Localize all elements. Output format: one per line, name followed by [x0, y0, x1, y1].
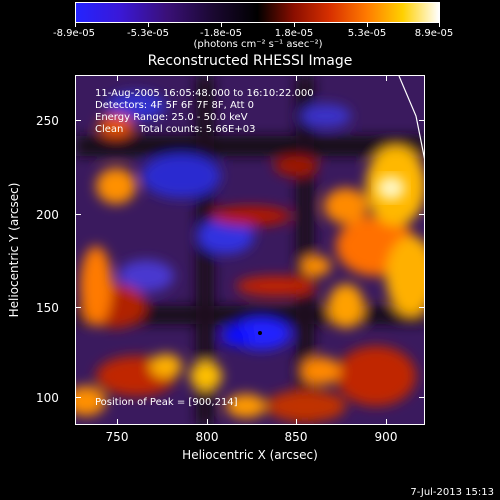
- y-tick: [419, 120, 425, 121]
- colorbar-tick: [221, 22, 222, 27]
- y-tick-label: 100: [36, 391, 59, 405]
- y-axis-label: Heliocentric Y (arcsec): [7, 182, 21, 318]
- y-tick: [75, 397, 81, 398]
- heatmap-image: [76, 76, 424, 424]
- colorbar-tick: [367, 22, 368, 27]
- time-range-text: 11-Aug-2005 16:05:48.000 to 16:10:22.000: [95, 88, 314, 99]
- colorbar-tick: [148, 22, 149, 27]
- y-tick-label: 200: [36, 208, 59, 222]
- image-plot: [75, 75, 425, 425]
- y-tick-label: 250: [36, 114, 59, 128]
- y-tick: [419, 307, 425, 308]
- colorbar-tick-label: 8.9e-05: [414, 28, 454, 39]
- x-tick: [207, 419, 208, 425]
- x-tick: [117, 75, 118, 81]
- y-tick: [419, 214, 425, 215]
- method-counts-text: Clean Total counts: 5.66E+03: [95, 124, 256, 135]
- peak-position-text: Position of Peak = [900,214]: [95, 397, 238, 408]
- colorbar-tick-label: -5.3e-05: [127, 28, 169, 39]
- energy-range-text: Energy Range: 25.0 - 50.0 keV: [95, 112, 248, 123]
- x-tick: [386, 419, 387, 425]
- x-tick: [117, 419, 118, 425]
- x-tick-label: 900: [374, 430, 398, 444]
- x-tick-label: 850: [284, 430, 308, 444]
- y-tick: [419, 397, 425, 398]
- x-tick: [386, 75, 387, 81]
- plot-title: Reconstructed RHESSI Image: [147, 53, 353, 69]
- x-tick-label: 800: [195, 430, 219, 444]
- colorbar-tick: [439, 22, 440, 27]
- x-tick: [296, 419, 297, 425]
- colorbar-tick: [294, 22, 295, 27]
- colorbar-tick-label: -1.8e-05: [200, 28, 242, 39]
- y-tick: [75, 307, 81, 308]
- colorbar-tick: [75, 22, 76, 27]
- detectors-text: Detectors: 4F 5F 6F 7F 8F, Att 0: [95, 100, 255, 111]
- timestamp-footer: 7-Jul-2013 15:13: [410, 487, 494, 498]
- colorbar-tick-label: 1.8e-05: [274, 28, 314, 39]
- colorbar-tick-label: -8.9e-05: [53, 28, 95, 39]
- colorbar-units: (photons cm⁻² s⁻¹ asec⁻²): [193, 39, 323, 50]
- x-axis-label: Heliocentric X (arcsec): [182, 448, 318, 462]
- x-tick: [296, 75, 297, 81]
- x-tick: [207, 75, 208, 81]
- y-tick-label: 150: [36, 301, 59, 315]
- y-tick: [75, 214, 81, 215]
- x-tick-label: 750: [105, 430, 129, 444]
- y-tick: [75, 120, 81, 121]
- colorbar-tick-label: 5.3e-05: [347, 28, 387, 39]
- colorbar: [75, 2, 440, 23]
